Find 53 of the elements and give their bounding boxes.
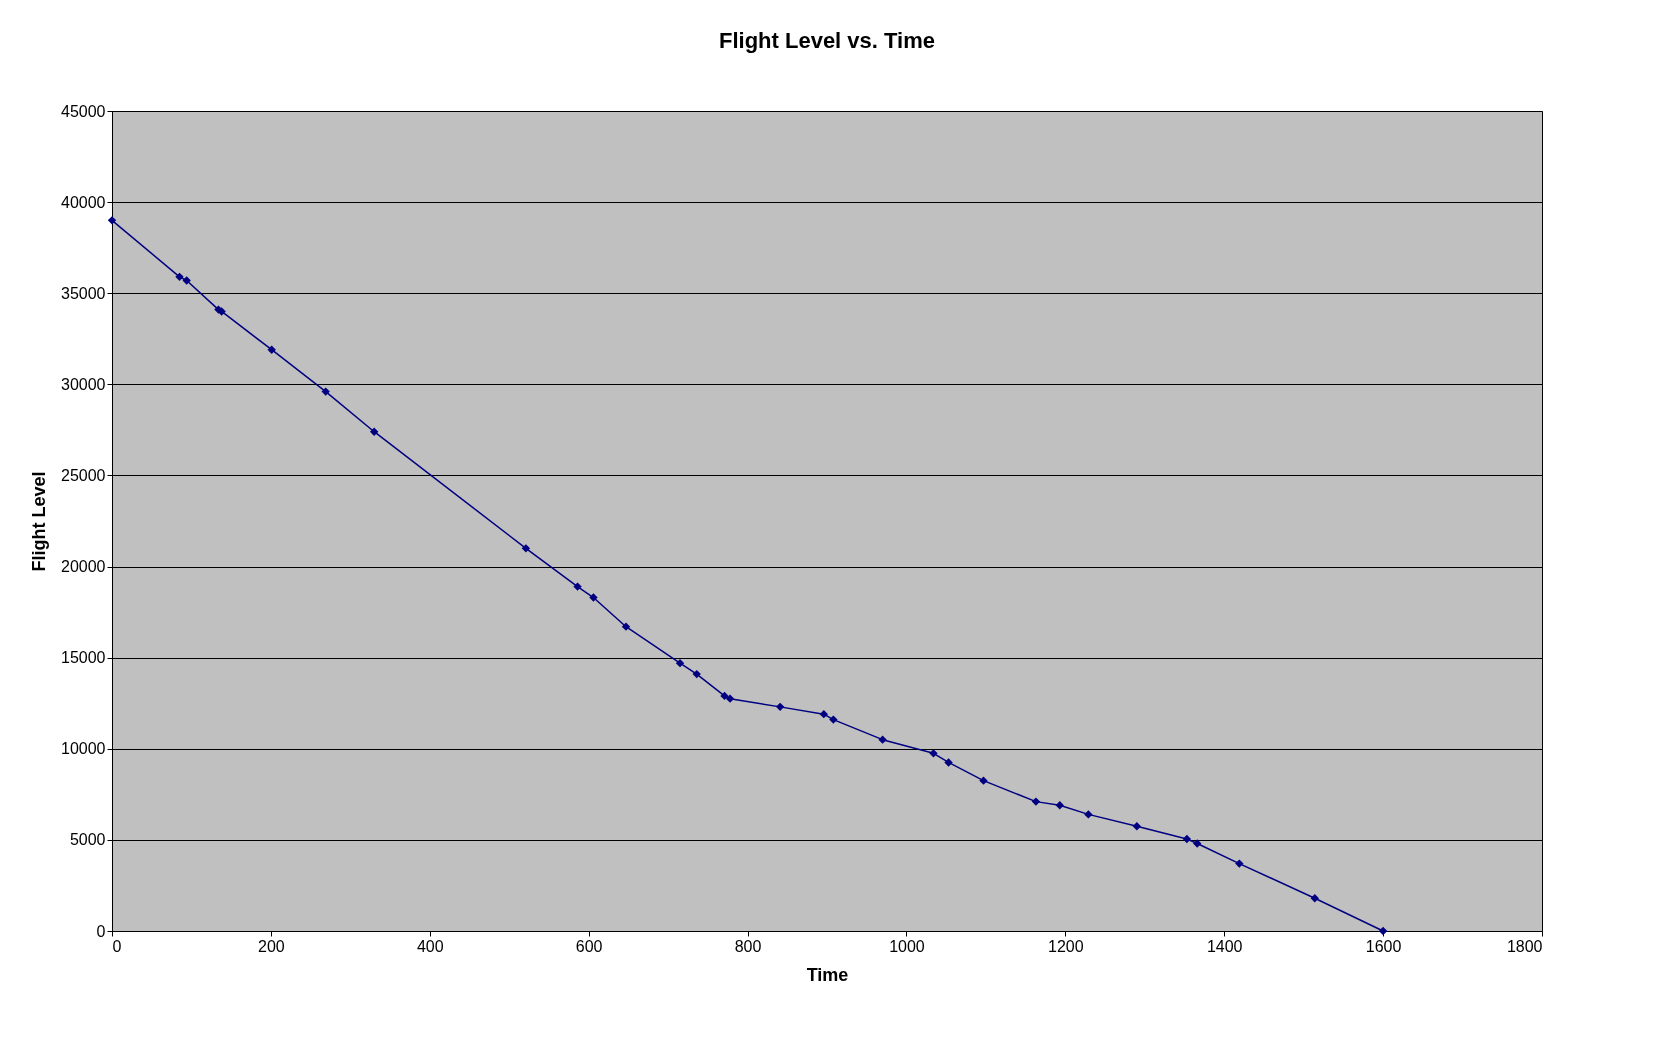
y-tick-label: 0 [96, 922, 106, 940]
y-axis-title: Flight Level [29, 471, 50, 572]
x-tick-label: 400 [416, 937, 444, 955]
y-tick-label: 15000 [61, 649, 106, 667]
y-tick-label: 5000 [69, 831, 106, 849]
y-tick-label: 40000 [61, 193, 106, 211]
point [589, 593, 598, 602]
point [1055, 801, 1064, 810]
y-tick-label: 25000 [61, 466, 106, 484]
point [267, 345, 276, 354]
point [1310, 894, 1319, 903]
point [175, 272, 184, 282]
point [1084, 810, 1093, 819]
y-tick-label: 20000 [61, 558, 106, 576]
point [819, 709, 829, 719]
y-tick-label: 10000 [61, 740, 106, 758]
x-tick-label: 1200 [1048, 937, 1084, 955]
point [1378, 926, 1388, 936]
point [369, 427, 379, 436]
point [775, 702, 785, 712]
point [979, 776, 988, 785]
point [929, 749, 938, 758]
point [1132, 822, 1142, 831]
y-tick-label: 30000 [61, 375, 106, 393]
point [725, 694, 735, 703]
point [692, 669, 701, 679]
x-tick-label: 1800 [1506, 937, 1543, 955]
point [521, 544, 531, 553]
point [321, 387, 330, 396]
point [182, 276, 191, 285]
point [720, 691, 729, 701]
point [1031, 797, 1041, 806]
point [621, 622, 631, 631]
point [944, 758, 953, 767]
y-tick-label: 45000 [61, 102, 106, 120]
point [1193, 839, 1202, 848]
point [878, 735, 887, 744]
point [829, 715, 838, 724]
x-tick-label: 0 [112, 937, 122, 955]
point [1235, 859, 1244, 868]
point [675, 658, 685, 668]
point [573, 582, 582, 591]
chart-title: Flight Level vs. Time [719, 28, 935, 53]
x-tick-label: 200 [258, 937, 285, 955]
point [1182, 834, 1192, 844]
y-tick-label: 35000 [61, 284, 106, 302]
x-axis-title: Time [806, 964, 849, 985]
x-tick-label: 1000 [889, 937, 925, 955]
x-tick-label: 800 [734, 937, 762, 955]
x-tick-label: 1400 [1206, 937, 1243, 955]
x-tick-label: 600 [575, 937, 603, 955]
x-tick-label: 1600 [1365, 937, 1402, 955]
point [107, 216, 117, 225]
